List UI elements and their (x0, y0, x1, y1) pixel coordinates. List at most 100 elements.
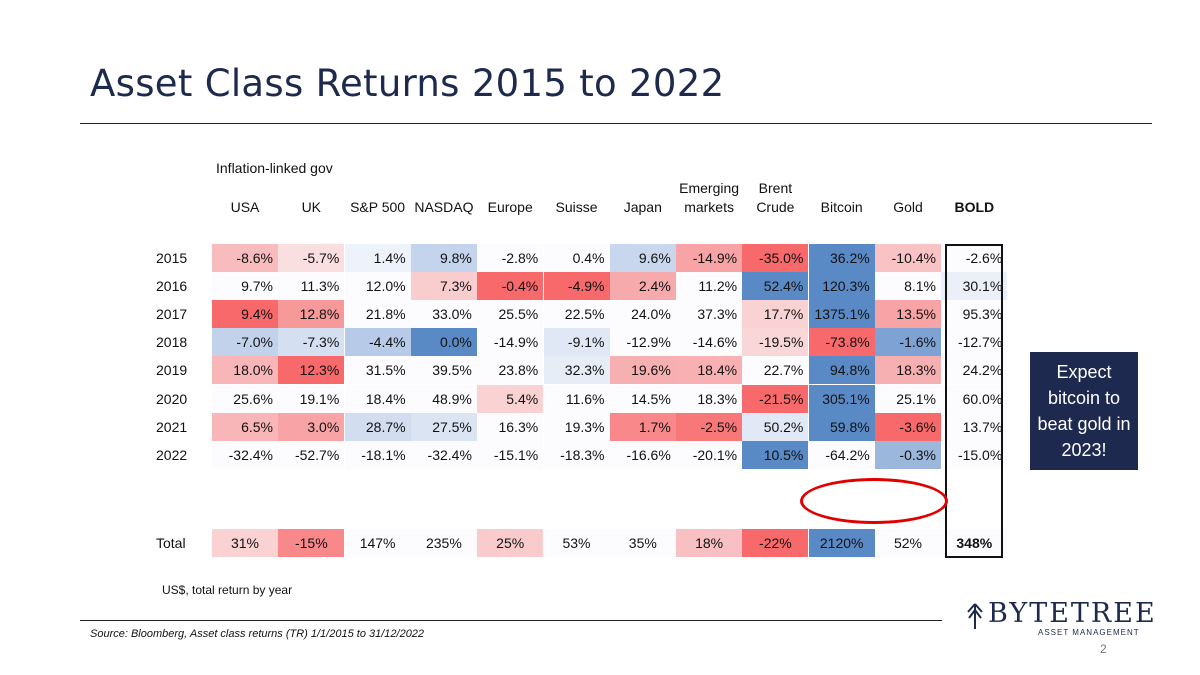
table-cell: -18.1% (344, 440, 411, 469)
column-header-line: USA (230, 199, 260, 215)
row-label: 2019 (156, 362, 188, 379)
table-cell: 25.5% (477, 300, 544, 329)
table-cell: 24.2% (941, 356, 1008, 385)
table-cell: 2.4% (609, 272, 676, 301)
table-cell: 1.4% (344, 244, 411, 272)
table-cell: 18.4% (344, 384, 411, 413)
callout-box: Expect bitcoin to beat gold in 2023! (1030, 352, 1138, 470)
table-cell: 8.1% (875, 272, 941, 301)
slide-title: Asset Class Returns 2015 to 2022 (90, 62, 725, 105)
table-cell: 9.7% (212, 272, 278, 301)
table-cell: 25.6% (212, 384, 278, 413)
table-cell: 18.4% (676, 356, 743, 385)
table-cell: 1375.1% (808, 300, 875, 329)
column-header-line: Suisse (555, 199, 598, 215)
total-cell: 2120% (808, 529, 875, 557)
table-cell: 19.3% (543, 412, 610, 441)
row-label: 2022 (156, 446, 188, 463)
table-cell: -14.9% (477, 328, 544, 357)
row-label: 2021 (156, 418, 188, 435)
table-cell: 13.7% (941, 412, 1008, 441)
table-cell: -15.0% (941, 440, 1008, 469)
table-cell: 17.7% (742, 300, 809, 329)
table-cell: 36.2% (808, 244, 875, 272)
row-label: 2017 (156, 306, 188, 323)
column-header: NASDAQ (411, 177, 477, 217)
table-cell: 48.9% (410, 384, 477, 413)
table-cell: -2.8% (477, 244, 544, 272)
table-cell: 12.3% (278, 356, 345, 385)
total-cell: -22% (742, 529, 809, 557)
column-header: Bitcoin (809, 177, 875, 217)
table-cell: -9.1% (543, 328, 610, 357)
table-cell: 95.3% (941, 300, 1008, 329)
table-cell: 11.6% (543, 384, 610, 413)
footnote: US$, total return by year (162, 583, 293, 597)
table-cell: 52.4% (742, 272, 809, 301)
table-cell: -5.7% (278, 244, 345, 272)
table-cell: 50.2% (742, 412, 809, 441)
table-cell: 16.3% (477, 412, 544, 441)
table-cell: -3.6% (875, 412, 941, 441)
column-header: Suisse (544, 177, 610, 217)
table-cell: 19.6% (609, 356, 676, 385)
source-note: Source: Bloomberg, Asset class returns (… (90, 628, 425, 640)
table-cell: 7.3% (410, 272, 477, 301)
row-label: 2020 (156, 390, 188, 407)
column-header: USA (212, 177, 278, 217)
table-cell: 9.6% (609, 244, 676, 272)
table-cell: 120.3% (808, 272, 875, 301)
table-cell: 18.0% (212, 356, 278, 385)
total-cell: 25% (477, 529, 544, 557)
table-cell: 24.0% (609, 300, 676, 329)
column-header: Japan (610, 177, 676, 217)
table-cell: 0.0% (410, 328, 477, 357)
table-cell: -18.3% (543, 440, 610, 469)
table-cell: 12.0% (344, 272, 411, 301)
table-cell: -4.9% (543, 272, 610, 301)
table-cell: 11.2% (676, 272, 743, 301)
table-cell: 23.8% (477, 356, 544, 385)
table-cell: -0.4% (477, 272, 544, 301)
table-cell: 28.7% (344, 412, 411, 441)
table-cell: -16.6% (609, 440, 676, 469)
column-header-line: Crude (756, 199, 795, 215)
column-header-line: UK (301, 199, 322, 215)
column-header: S&P 500 (345, 177, 411, 217)
table-cell: 37.3% (676, 300, 743, 329)
table-cell: 1.7% (609, 412, 676, 441)
table-cell: -7.0% (212, 328, 278, 357)
total-cell: 235% (410, 529, 477, 557)
column-header: Gold (875, 177, 941, 217)
table-cell: 11.3% (278, 272, 345, 301)
table-cell: 21.8% (344, 300, 411, 329)
total-cell: 35% (609, 529, 676, 557)
table-cell: -73.8% (808, 328, 875, 357)
table-cell: 14.5% (609, 384, 676, 413)
column-header-line: Japan (623, 199, 662, 215)
column-header: BOLD (941, 177, 1007, 217)
table-cell: 59.8% (808, 412, 875, 441)
column-header-line: markets (684, 199, 734, 215)
table-cell: 94.8% (808, 356, 875, 385)
table-cell: 19.1% (278, 384, 345, 413)
table-cell: 25.1% (875, 384, 941, 413)
table-cell: 12.8% (278, 300, 345, 329)
total-cell: 52% (875, 529, 941, 557)
callout-text: Expect bitcoin to beat gold in 2023! (1037, 362, 1131, 460)
row-label: Total (156, 535, 186, 551)
table-cell: 22.5% (543, 300, 610, 329)
footer-divider (80, 620, 942, 621)
column-header: Emerging markets (676, 177, 742, 217)
table-cell: -19.5% (742, 328, 809, 357)
table-cell: -2.6% (941, 244, 1008, 272)
table-cell: 9.4% (212, 300, 278, 329)
column-header-line: Bitcoin (820, 199, 863, 215)
table-cell: -4.4% (344, 328, 411, 357)
table-cell: -8.6% (212, 244, 278, 272)
column-header-line: S&P 500 (350, 199, 406, 215)
table-cell: 60.0% (941, 384, 1008, 413)
column-header: UK (278, 177, 344, 217)
table-cell: -7.3% (278, 328, 345, 357)
table-cell: 3.0% (278, 412, 345, 441)
